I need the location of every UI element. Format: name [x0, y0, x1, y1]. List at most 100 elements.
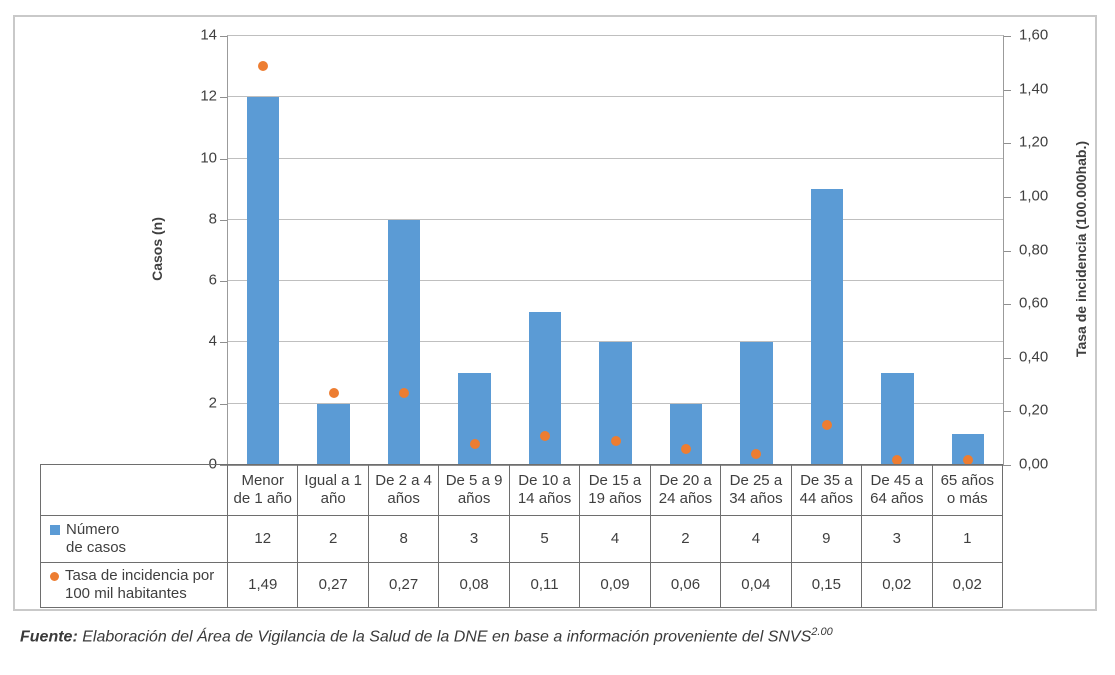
left-axis-title: Casos (n): [149, 217, 165, 281]
bar: [881, 373, 914, 465]
category-cell: Igual a 1 año: [297, 464, 369, 516]
bar: [528, 311, 562, 465]
bar-slot: [792, 36, 862, 465]
right-tick-mark: [1004, 89, 1011, 91]
bar: [458, 373, 491, 465]
left-tick-mark: [220, 281, 227, 283]
rate-dot: [399, 387, 410, 398]
rate-dot: [680, 443, 691, 454]
chart-data-table: Menor de 1 año Igual a 1 año De 2 a 4 años De …: [40, 464, 1003, 608]
bar-slot: [721, 36, 791, 465]
right-tick-label: 0,20: [1019, 401, 1049, 419]
legend-cell: Número de casos: [40, 515, 228, 563]
bars-layer: [228, 36, 1003, 465]
rate-dot: [751, 449, 762, 460]
category-cell: 65 años o más: [931, 464, 1003, 516]
category-cell: De 25 a 34 años: [720, 464, 792, 516]
left-tick-mark: [220, 36, 227, 37]
right-tick-label: 0,80: [1019, 241, 1049, 258]
bar: [810, 189, 844, 465]
source-note: Fuente: Elaboración del Área de Vigilanc…: [20, 626, 833, 646]
left-tick-mark: [220, 219, 227, 221]
bar-slot: [651, 36, 721, 465]
rate-dot: [258, 60, 269, 71]
value-cell: 8: [367, 515, 440, 563]
value-cell: 1: [931, 515, 1003, 563]
rate-dot: [962, 454, 973, 465]
gridline: [228, 96, 1003, 98]
value-cell: 3: [438, 515, 510, 563]
left-tick-mark: [220, 97, 227, 99]
bar: [599, 342, 632, 465]
left-tick-mark: [220, 158, 227, 160]
right-axis-ticks: 1,60 1,40 1,20 1,00 0,80 0,60 0,40 0,20 0,00: [1011, 27, 1073, 473]
bar-slot: [369, 36, 439, 465]
bar-series-marker-icon: [50, 524, 60, 535]
value-cell: 12: [226, 515, 299, 563]
legend-cell: Tasa de incidencia por 100 mil habitantes: [40, 562, 228, 608]
rate-dot: [892, 454, 903, 465]
value-cell: 0,02: [861, 562, 933, 608]
value-cell: 4: [579, 515, 651, 563]
right-tick-label: 0,60: [1019, 294, 1049, 312]
left-tick-label: 6: [208, 271, 217, 289]
right-tick-mark: [1004, 411, 1011, 413]
value-cell: 9: [790, 515, 863, 563]
bar: [740, 342, 773, 465]
left-tick-label: 14: [200, 26, 217, 44]
right-tick-label: 1,60: [1019, 26, 1049, 44]
value-cell: 2: [649, 515, 722, 563]
table-row: Número de casos 12 2 8 3 5 4 2 4 9 3 1: [40, 515, 1003, 563]
value-cell: 4: [720, 515, 792, 563]
category-cell: De 15 a 19 años: [579, 464, 651, 516]
value-cell: 0,06: [649, 562, 722, 608]
table-row: Menor de 1 año Igual a 1 año De 2 a 4 años De …: [40, 464, 1003, 516]
category-cell: De 5 a 9 años: [438, 464, 510, 516]
rate-series-marker-icon: [50, 571, 59, 581]
table-corner-cell: [40, 464, 228, 516]
left-tick-mark: [220, 403, 227, 405]
value-cell: 0,15: [790, 562, 863, 608]
rate-dot: [328, 387, 339, 398]
legend-entry: Número de casos: [43, 518, 225, 561]
category-cell: De 45 a 64 años: [861, 464, 933, 516]
left-tick-label: 2: [208, 394, 217, 412]
value-cell: 0,04: [720, 562, 792, 608]
bar-slot: [933, 36, 1003, 465]
gridline: [228, 280, 1003, 282]
rate-dot: [540, 430, 551, 441]
source-label: Fuente:: [20, 628, 78, 646]
bar-slot: [228, 36, 298, 465]
bar: [247, 97, 280, 465]
left-tick-label: 4: [208, 332, 217, 350]
bar-slot: [439, 36, 509, 465]
left-axis-ticks: 14 12 10 8 6 4 2 0: [161, 27, 219, 473]
value-cell: 0,09: [579, 562, 651, 608]
legend-label: Número de casos: [66, 520, 127, 556]
bar: [387, 219, 421, 465]
category-cell: De 10 a 14 años: [508, 464, 581, 516]
right-tick-label: 0,40: [1019, 348, 1049, 366]
category-cell: De 35 a 44 años: [790, 464, 863, 516]
right-tick-mark: [1004, 196, 1011, 198]
gridline: [228, 35, 1003, 36]
right-tick-label: 1,40: [1019, 80, 1049, 98]
rate-dot: [821, 419, 832, 430]
bar: [669, 403, 703, 465]
rate-dot: [610, 435, 621, 446]
value-cell: 0,27: [367, 562, 440, 608]
value-cell: 2: [297, 515, 369, 563]
right-tick-mark: [1004, 143, 1011, 145]
category-cell: Menor de 1 año: [226, 464, 299, 516]
right-tick-label: 1,00: [1019, 187, 1049, 205]
table-row: Tasa de incidencia por 100 mil habitantes…: [40, 562, 1003, 608]
value-cell: 0,02: [931, 562, 1003, 608]
value-cell: 0,08: [438, 562, 510, 608]
right-tick-mark: [1004, 36, 1011, 37]
right-tick-mark: [1004, 304, 1011, 306]
category-cell: De 2 a 4 años: [367, 464, 440, 516]
value-cell: 0,11: [508, 562, 581, 608]
left-tick-label: 10: [200, 149, 217, 167]
legend-entry: Tasa de incidencia por 100 mil habitantes: [43, 564, 225, 607]
value-cell: 1,49: [226, 562, 299, 608]
